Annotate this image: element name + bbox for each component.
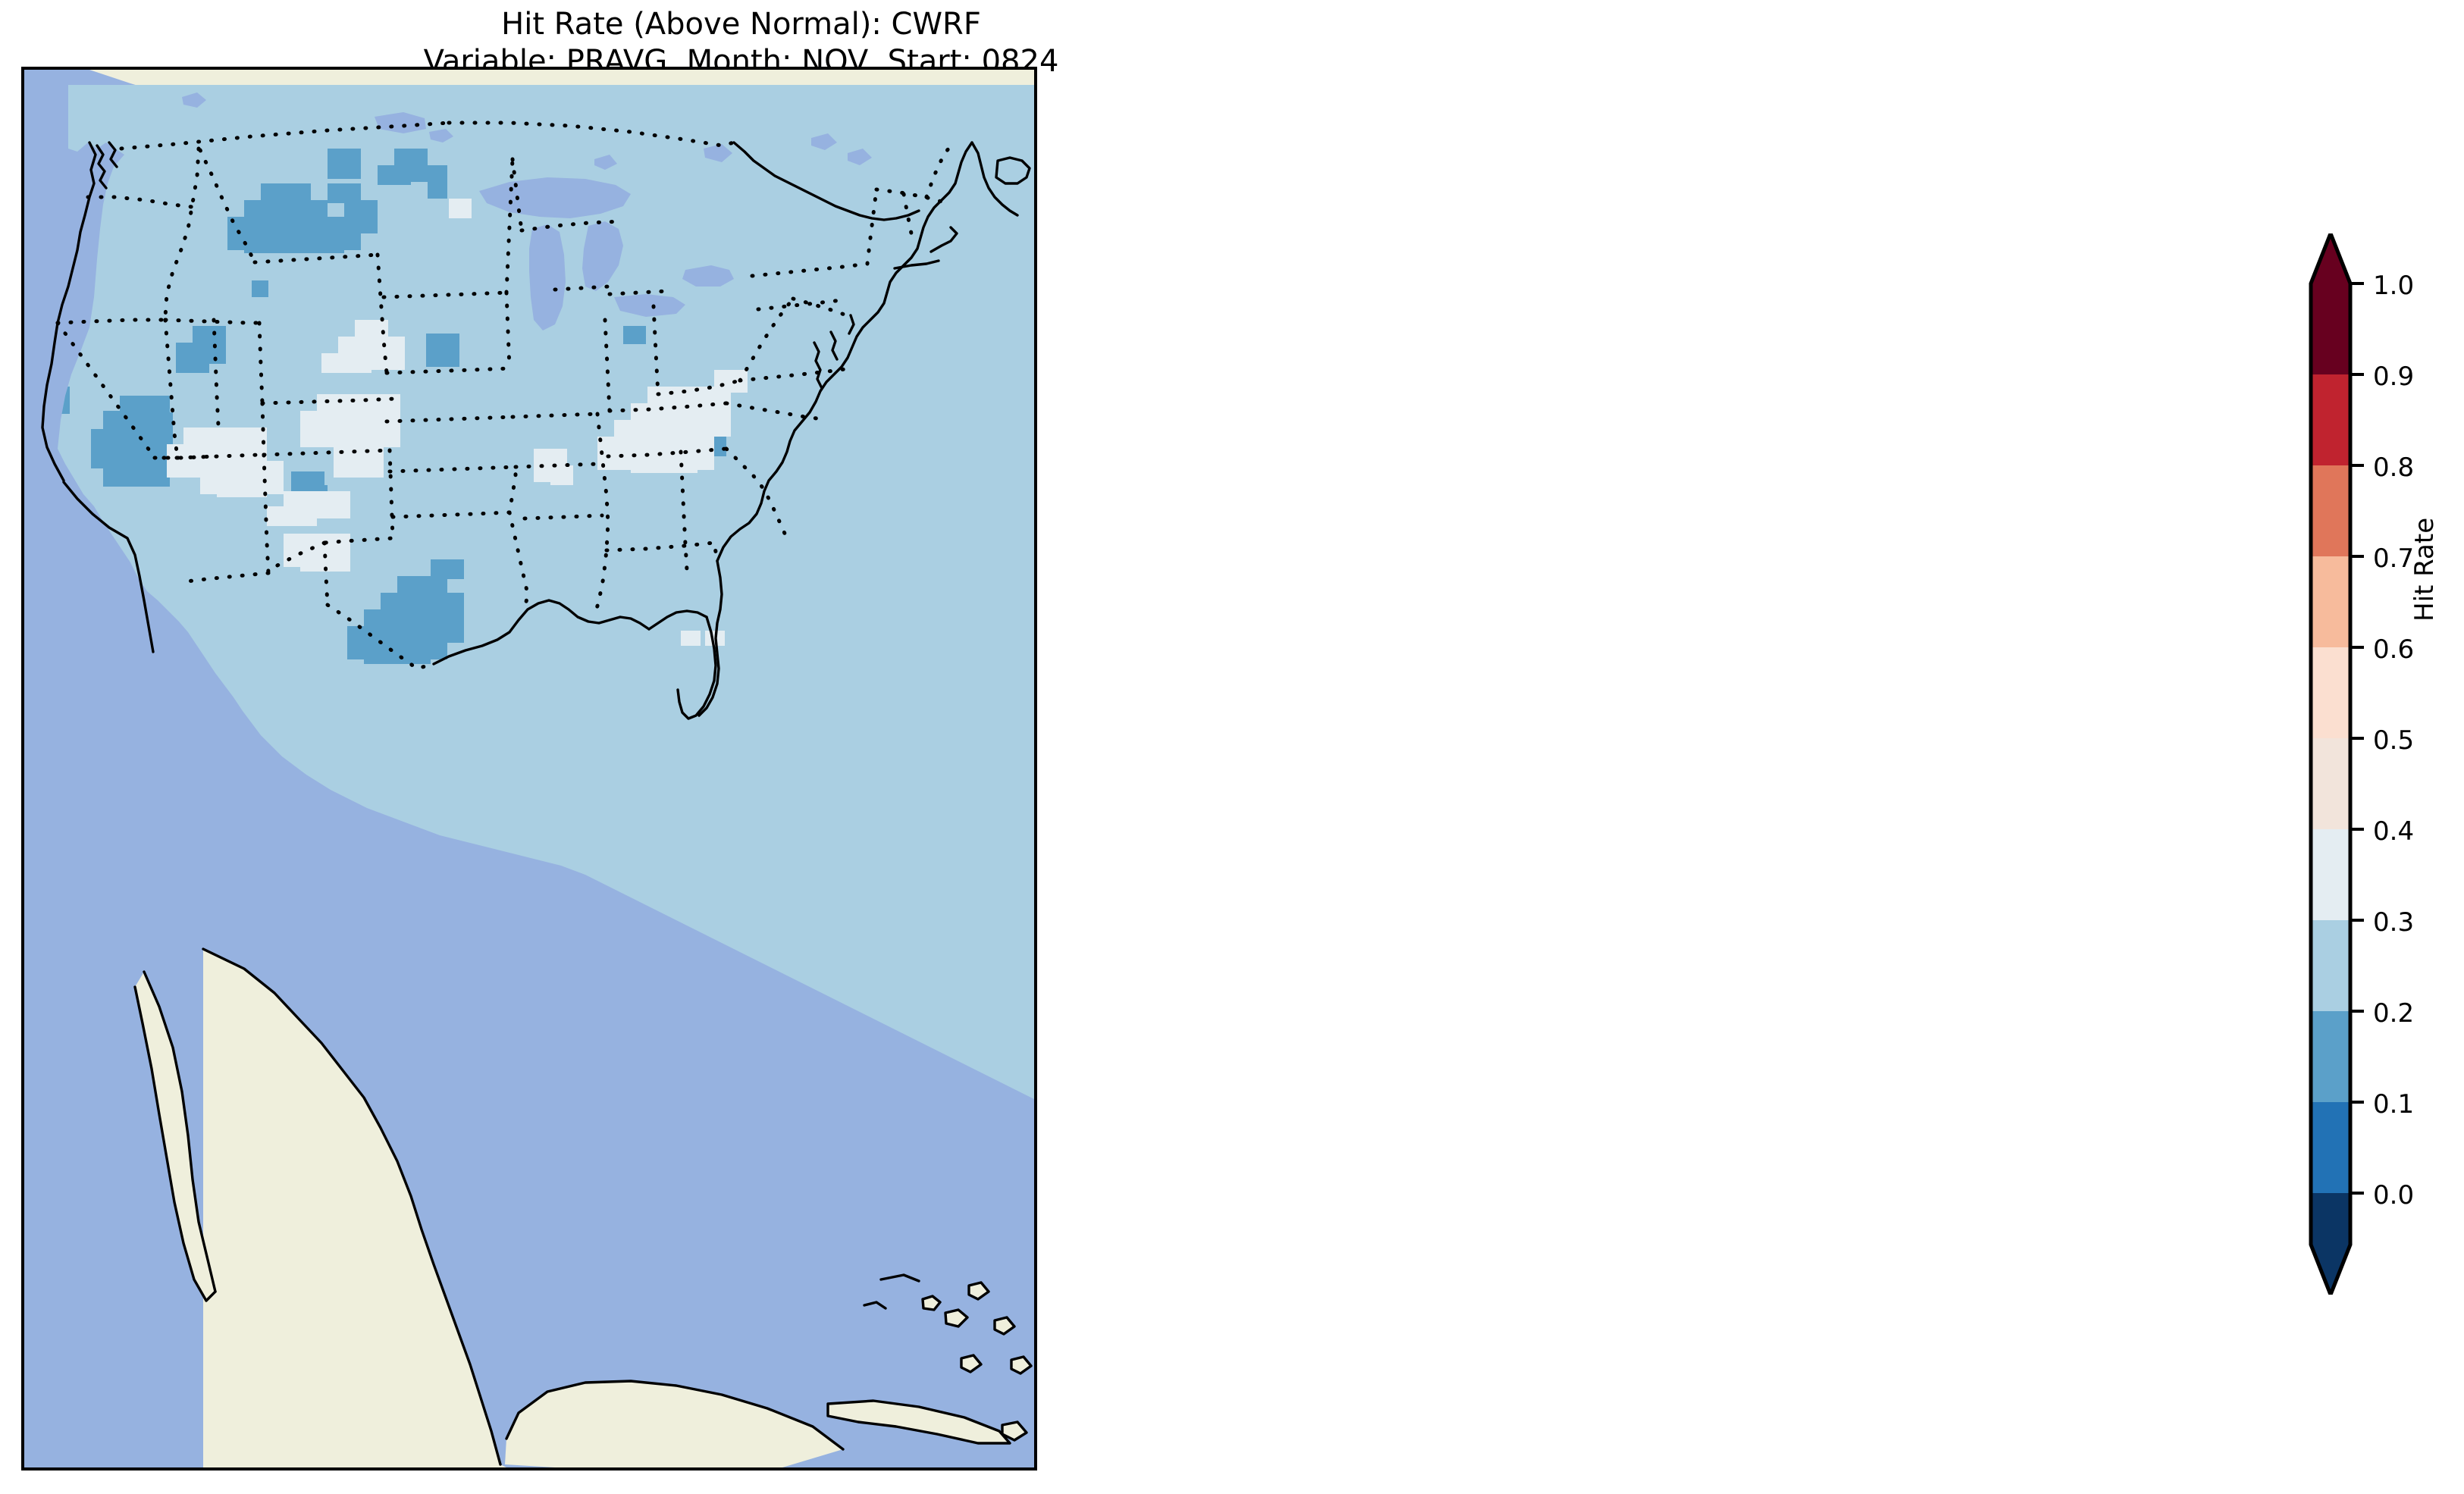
- colorbar-tick-label: 1.0: [2373, 271, 2414, 301]
- map-canvas: [24, 70, 1034, 1467]
- colorbar-extend-top: [2311, 233, 2350, 283]
- colorbar-ticks: [2350, 282, 2364, 1195]
- colorbar-swatches: [2311, 233, 2350, 1295]
- colorbar-tick-label: 0.9: [2373, 362, 2414, 392]
- colorbar-bin-0.5-0.6: [2311, 647, 2350, 738]
- colorbar-bin-0.3-0.4: [2311, 920, 2350, 1011]
- map-panel: [21, 67, 1037, 1471]
- colorbar: 1.0 0.9 0.8 0.7 0.6 0.5 0.4 0.3 0.2 0.1 …: [2291, 233, 2414, 1295]
- colorbar-bin-0.7-0.8: [2311, 465, 2350, 556]
- colorbar-bin-0.9-1.0: [2311, 283, 2350, 374]
- colorbar-tick-label: 0.4: [2373, 816, 2414, 847]
- colorbar-tick-label: 0.2: [2373, 998, 2414, 1029]
- colorbar-bin-0.6-0.7: [2311, 556, 2350, 647]
- colorbar-bin-0.0-0.1: [2311, 1193, 2350, 1245]
- colorbar-bin-0.2-0.3: [2311, 1011, 2350, 1102]
- colorbar-bin-0.45-0.5: [2311, 738, 2350, 829]
- state-border-layer: [55, 121, 956, 671]
- colorbar-outline: [2309, 233, 2353, 1295]
- colorbar-bin-0.8-0.9: [2311, 374, 2350, 465]
- title-line-1: Hit Rate (Above Normal): CWRF: [501, 7, 981, 42]
- colorbar-tick-label: 0.0: [2373, 1180, 2414, 1211]
- great-lakes-layer: [182, 92, 872, 330]
- colorbar-tick-label: 0.6: [2373, 634, 2414, 665]
- colorbar-svg: 1.0 0.9 0.8 0.7 0.6 0.5 0.4 0.3 0.2 0.1 …: [2309, 233, 2414, 1295]
- map-svg: [24, 70, 1034, 1467]
- colorbar-axis-label: Hit Rate: [2409, 517, 2440, 622]
- colorbar-tick-label: 0.7: [2373, 543, 2414, 574]
- colorbar-tick-labels: 1.0 0.9 0.8 0.7 0.6 0.5 0.4 0.3 0.2 0.1 …: [2373, 271, 2414, 1211]
- colorbar-tick-label: 0.1: [2373, 1089, 2414, 1120]
- colorbar-tick-label: 0.3: [2373, 907, 2414, 938]
- colorbar-extend-bottom: [2311, 1245, 2350, 1295]
- colorbar-bin-0.1-0.2: [2311, 1102, 2350, 1193]
- coastline-layer: [41, 141, 1033, 1466]
- colorbar-bin-0.4-0.5: [2311, 829, 2350, 920]
- colorbar-tick-label: 0.5: [2373, 725, 2414, 756]
- colorbar-tick-label: 0.8: [2373, 453, 2414, 483]
